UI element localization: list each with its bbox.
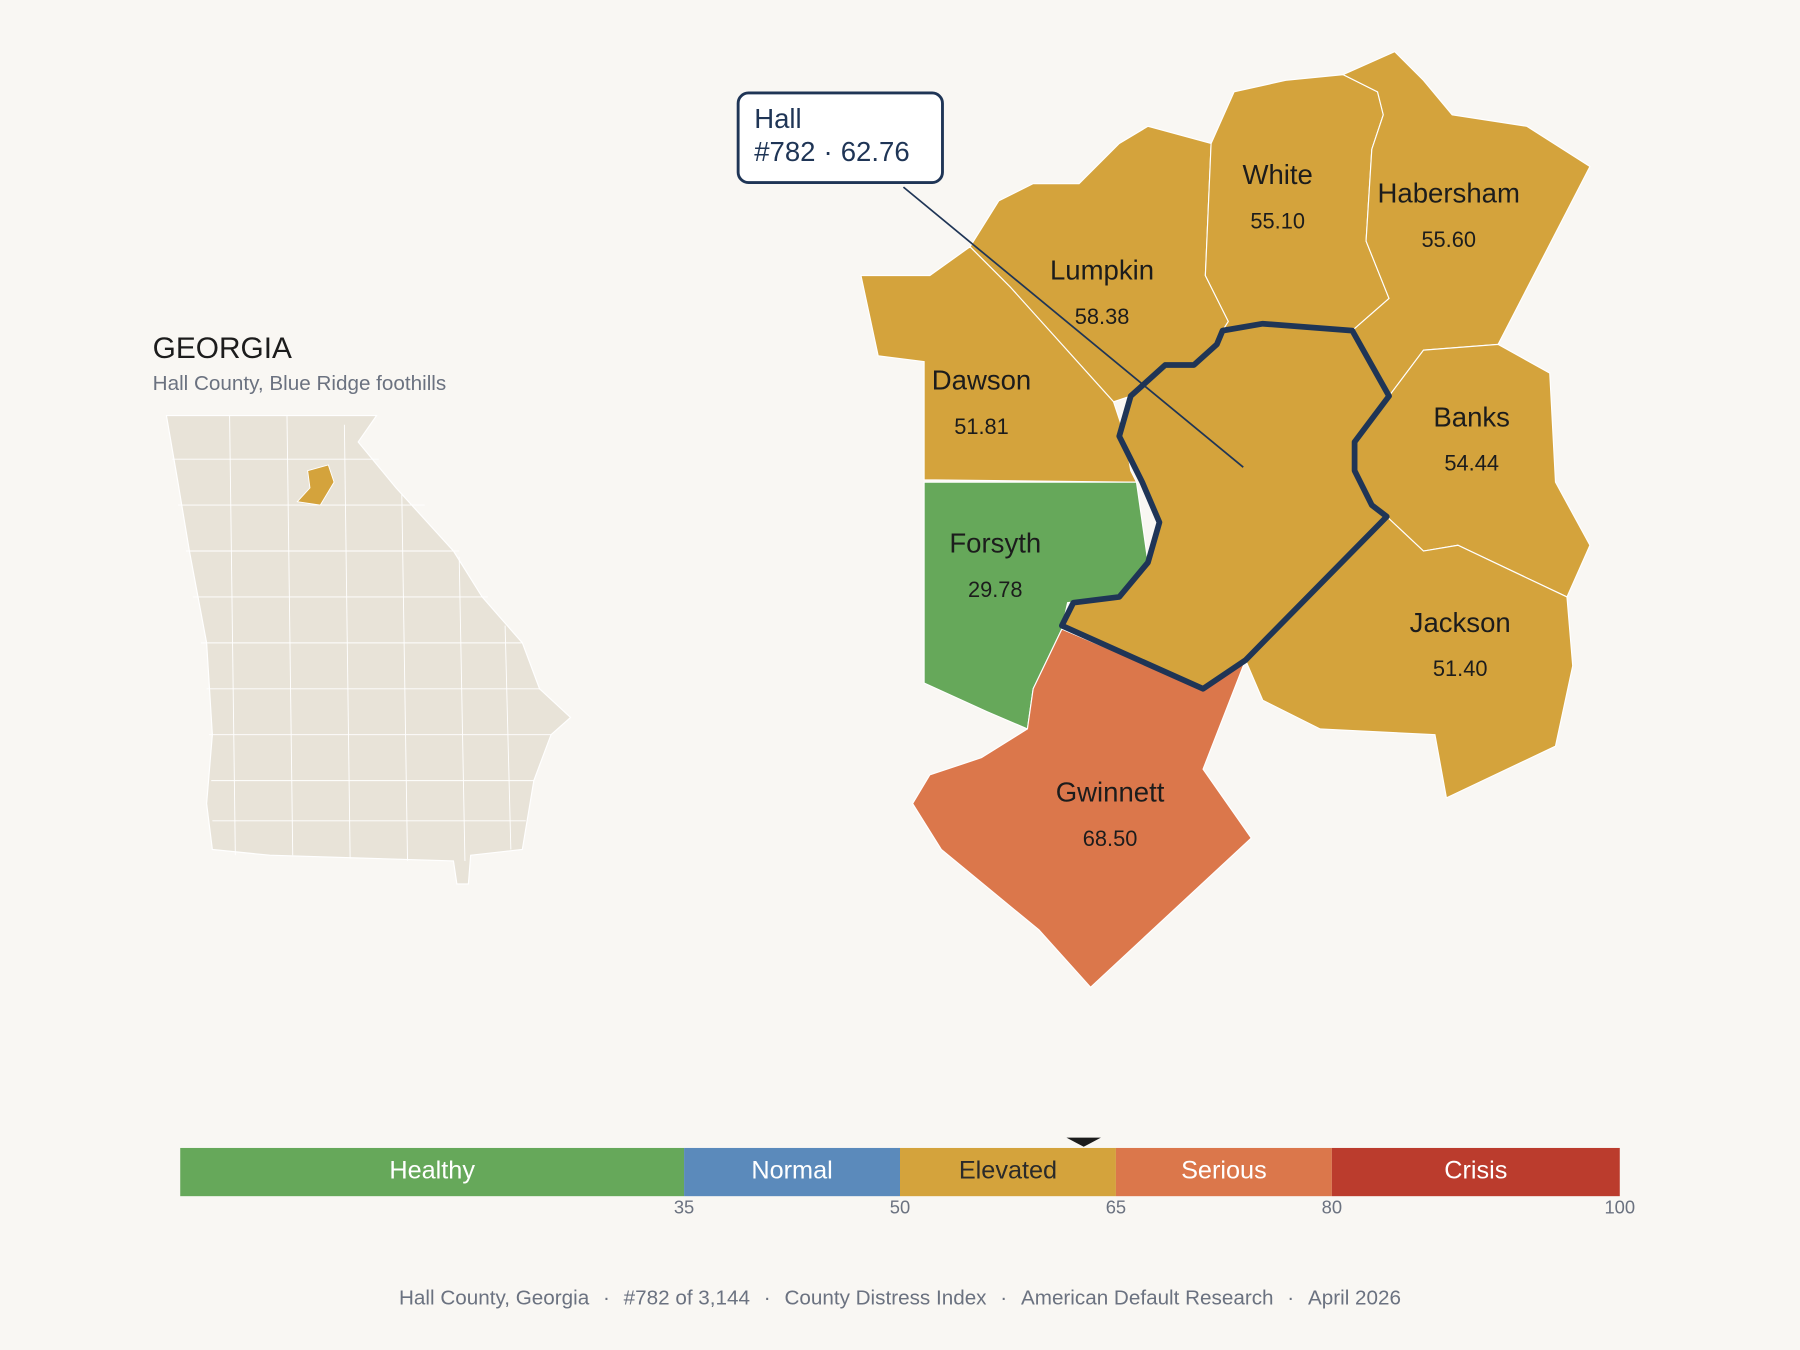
county-score: 54.44 — [1444, 451, 1499, 476]
county-score: 58.38 — [1075, 304, 1130, 329]
inset-selected-county — [296, 464, 335, 506]
county-score: 68.50 — [1083, 826, 1138, 851]
county-name: Gwinnett — [1056, 777, 1165, 808]
county-score: 55.10 — [1250, 208, 1305, 233]
state-outline — [165, 414, 572, 885]
legend-band — [1115, 1147, 1332, 1197]
county-name: Dawson — [932, 365, 1032, 396]
inset-subtitle: Hall County, Blue Ridge foothills — [153, 372, 447, 395]
leader-line — [902, 186, 1244, 468]
footer-item: April 2026 — [1308, 1287, 1401, 1310]
georgia-inset — [165, 414, 572, 885]
legend-tick-label: 65 — [1106, 1197, 1126, 1218]
legend-tick-label: 50 — [890, 1197, 910, 1218]
county-name: Habersham — [1378, 177, 1520, 208]
legend-band-label: Normal — [751, 1157, 832, 1185]
callout-score: 62.76 — [841, 136, 910, 167]
footer-separator: · — [603, 1287, 610, 1310]
legend-band-label: Crisis — [1444, 1157, 1507, 1185]
inset-title: GEORGIA — [153, 332, 292, 365]
county-score: 51.40 — [1433, 656, 1488, 681]
county — [1204, 74, 1390, 332]
county-name: Jackson — [1410, 607, 1511, 638]
county-name: Lumpkin — [1050, 254, 1154, 285]
county-score: 55.60 — [1421, 227, 1476, 252]
callout-name: Hall — [754, 103, 801, 134]
footer-separator: · — [1000, 1287, 1007, 1310]
legend-band-label: Healthy — [389, 1157, 475, 1185]
legend-band-label: Serious — [1181, 1157, 1267, 1185]
score-marker — [1066, 1137, 1101, 1147]
callout-rank: #782 — [754, 136, 815, 167]
county-score: 29.78 — [968, 577, 1023, 602]
footer-item: Hall County, Georgia — [399, 1287, 590, 1310]
legend-tick-label: 80 — [1322, 1197, 1342, 1218]
callout: Hall #782 · 62.76 — [736, 91, 1244, 468]
legend-band — [684, 1147, 900, 1197]
legend-band — [1331, 1147, 1620, 1197]
callout-separator: · — [824, 136, 833, 167]
legend-tick-label: 100 — [1604, 1197, 1635, 1218]
county-name: Banks — [1433, 401, 1510, 432]
county-name: Forsyth — [949, 528, 1041, 559]
legend-tick-label: 35 — [674, 1197, 694, 1218]
footer: Hall County, Georgia · #782 of 3,144 · Count… — [399, 1287, 1401, 1310]
footer-separator: · — [1287, 1287, 1294, 1310]
footer-separator: · — [764, 1287, 771, 1310]
footer-item: County Distress Index — [784, 1287, 987, 1310]
county-name: White — [1242, 159, 1312, 190]
selected-county — [1058, 320, 1392, 692]
legend-band — [180, 1147, 685, 1197]
county-score: 51.81 — [954, 414, 1009, 439]
legend: Healthy Normal Elevated Serious Crisis 35 50 65… — [180, 1137, 1635, 1218]
callout-detail: #782 · 62.76 — [754, 136, 909, 167]
county — [911, 628, 1253, 989]
legend-band-label: Elevated — [959, 1157, 1057, 1185]
footer-item: #782 of 3,144 — [624, 1287, 750, 1310]
footer-item: American Default Research — [1021, 1287, 1274, 1310]
inset-county-lines — [172, 415, 552, 861]
county — [1244, 515, 1574, 799]
county-map: Lumpkin 58.38 White 55.10 Habersham 55.60 Daws… — [860, 50, 1591, 989]
callout-box — [736, 91, 944, 184]
legend-band — [900, 1147, 1116, 1197]
